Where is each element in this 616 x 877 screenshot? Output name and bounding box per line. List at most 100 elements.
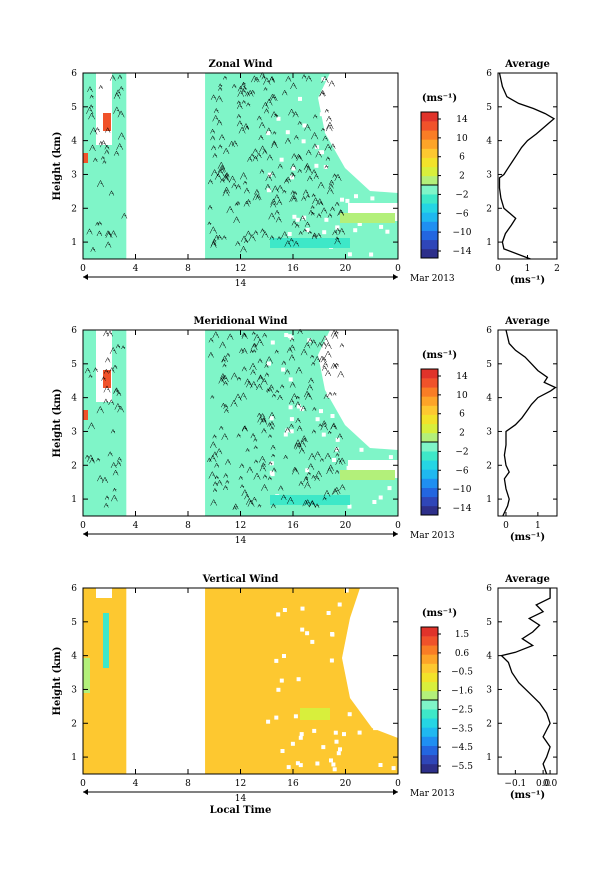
- contour-line: [308, 230, 312, 235]
- contour-line: [310, 131, 319, 140]
- missing-data-cell: [330, 414, 335, 418]
- contour-line: [218, 377, 225, 384]
- contour-line: [323, 393, 329, 400]
- contour-line: [210, 128, 215, 134]
- contour-line: [314, 475, 320, 481]
- contour-line: [216, 119, 223, 126]
- y-axis-label: Height (km): [52, 132, 63, 201]
- contour-line: [221, 402, 226, 408]
- contour-line: [241, 347, 248, 355]
- contour-line: [307, 337, 314, 344]
- contour-line: [310, 211, 315, 216]
- colorbar-swatch: [421, 166, 438, 177]
- contour-line: [257, 412, 262, 418]
- colorbar-tick-label: 1.5: [455, 630, 470, 640]
- missing-data-cell: [374, 401, 379, 405]
- contour-line: [336, 433, 343, 440]
- missing-data-cell: [286, 765, 291, 770]
- colorbar-swatch: [421, 487, 438, 498]
- colorbar-tick-label: −10: [453, 228, 472, 238]
- missing-data-cell: [299, 732, 304, 737]
- missing-data-cell: [298, 763, 303, 768]
- average-x-tick-label: 0: [495, 264, 501, 274]
- contour-lines: [84, 328, 346, 511]
- contour-line: [225, 458, 231, 465]
- contour-line: [286, 346, 293, 353]
- missing-data-cell: [295, 761, 300, 766]
- missing-data-cell: [395, 649, 400, 654]
- contour-line: [321, 365, 328, 371]
- colorbar-tick-label: −5.5: [451, 762, 473, 772]
- contour-line: [297, 168, 302, 173]
- contour-line: [304, 221, 311, 228]
- colorbar-tick-label: 14: [456, 115, 468, 125]
- missing-data-cell: [301, 139, 306, 144]
- contour-line: [207, 178, 213, 185]
- missing-data-cell: [352, 125, 356, 130]
- contour-line: [220, 178, 225, 183]
- contour-line: [326, 467, 333, 475]
- contour-line: [270, 201, 277, 208]
- missing-data-cell: [322, 230, 327, 235]
- contour-line: [210, 394, 215, 399]
- colorbar-swatch: [421, 745, 438, 756]
- contour-line: [284, 368, 291, 375]
- contour-line: [241, 425, 249, 432]
- contour-line: [311, 193, 316, 198]
- contour-line: [304, 342, 311, 349]
- colorbar-tick-label: 10: [456, 134, 468, 144]
- missing-data-region: [96, 588, 112, 598]
- missing-data-region: [96, 73, 112, 145]
- contour-line: [327, 464, 334, 472]
- colorbar-swatch: [421, 221, 438, 231]
- contour-line: [255, 193, 262, 201]
- x-tick-label: 0: [80, 521, 86, 531]
- contour-line: [277, 394, 283, 401]
- missing-data-cell: [332, 458, 336, 462]
- contour-line: [212, 152, 218, 158]
- contour-line: [307, 462, 315, 470]
- contour-line: [263, 86, 268, 91]
- contour-line: [260, 228, 265, 233]
- contour-line: [107, 451, 113, 457]
- contour-line: [211, 145, 217, 151]
- contour-line: [261, 483, 268, 491]
- average-x-tick-label: 0.0: [536, 779, 551, 789]
- contour-line: [230, 399, 238, 407]
- contour-line: [333, 446, 340, 453]
- colorbar-tick-label: −0.5: [451, 668, 473, 678]
- contour-line: [312, 232, 317, 238]
- x-tick-label: 20: [340, 779, 352, 789]
- missing-data-cell: [298, 735, 303, 740]
- contour-line: [298, 480, 304, 486]
- contour-line: [281, 89, 288, 96]
- contour-line: [307, 175, 313, 182]
- missing-data-cell: [347, 330, 352, 335]
- contour-line: [283, 454, 288, 460]
- average-x-tick-label: −0.1: [504, 779, 526, 789]
- average-x-label: (ms⁻¹): [510, 275, 545, 286]
- colorbar-unit-label: (ms⁻¹): [422, 93, 457, 104]
- colorbar-tick-label: −14: [453, 504, 472, 514]
- colorbar-swatch: [421, 460, 438, 470]
- contour-line: [269, 170, 276, 178]
- missing-data-cell: [285, 130, 290, 135]
- colorbar-swatch: [421, 663, 438, 673]
- contour-line: [321, 127, 325, 132]
- contour-line: [324, 164, 329, 169]
- contour-line: [334, 237, 341, 245]
- contour-line: [237, 85, 244, 92]
- missing-data-cell: [329, 658, 334, 663]
- contour-line: [305, 75, 312, 82]
- colorbar-swatch: [421, 121, 438, 131]
- contour-line: [323, 489, 331, 497]
- contour-line: [238, 475, 243, 480]
- colorbar-swatch: [421, 505, 438, 516]
- contour-line: [293, 134, 299, 140]
- colorbar-swatch: [421, 369, 438, 379]
- missing-data-cell: [331, 762, 336, 767]
- contour-line: [257, 503, 262, 508]
- contour-line: [328, 391, 333, 396]
- contour-line: [310, 204, 315, 209]
